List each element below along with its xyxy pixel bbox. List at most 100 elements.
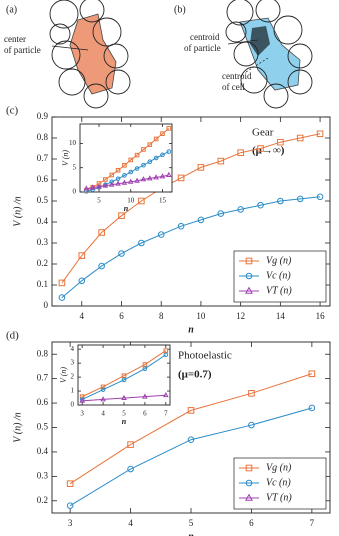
x-axis-label: n (122, 417, 127, 426)
diagram-a: (a) center of particle (4, 0, 131, 109)
marker (245, 493, 253, 501)
marker (166, 149, 172, 154)
marker (237, 206, 244, 213)
plot-frame (79, 123, 173, 193)
marker (316, 193, 324, 201)
panel-label: (b) (174, 4, 186, 15)
marker (308, 404, 316, 412)
annotation: of cell (222, 82, 245, 92)
x-tick-label: 4 (128, 518, 133, 528)
y-tick-label: 0.8 (37, 348, 49, 358)
marker (296, 134, 304, 142)
plot-frame (51, 341, 331, 514)
x-tick-label: 5 (189, 518, 194, 528)
marker (66, 502, 74, 509)
marker (147, 159, 153, 164)
x-tick-label: 4 (80, 311, 85, 321)
annotation: (μ→∞) (252, 145, 285, 157)
y-tick-label: 4 (71, 345, 75, 353)
marker (138, 239, 145, 247)
series-line (69, 407, 313, 507)
marker (142, 362, 148, 367)
marker (58, 294, 66, 301)
marker (159, 173, 166, 179)
legend-label: Vc (n) (266, 477, 291, 488)
x-tick-label: 12 (236, 311, 245, 321)
y-tick-label: 0 (44, 300, 49, 310)
marker (245, 464, 253, 472)
marker (146, 175, 153, 181)
marker (162, 392, 169, 398)
y-tick-label: 5 (73, 163, 77, 171)
marker (134, 177, 140, 183)
plot-frame (51, 116, 331, 307)
annotation: centroid (190, 32, 220, 42)
marker (166, 126, 172, 131)
diagram-b: (b) centroid of particle centroid of cel… (174, 0, 313, 109)
marker (89, 184, 96, 190)
series-line (81, 354, 167, 400)
annotation: Gear (252, 127, 274, 139)
marker (197, 164, 205, 171)
marker (115, 180, 121, 186)
marker (245, 286, 253, 294)
marker (153, 136, 159, 142)
marker (177, 174, 185, 182)
annotation: of particle (4, 45, 41, 55)
y-tick-label: 0.8 (37, 132, 49, 142)
x-tick-label: 5 (122, 410, 126, 418)
marker (217, 157, 225, 165)
annotation: Photoelastic (178, 350, 232, 362)
marker (187, 407, 195, 414)
marker (147, 142, 153, 147)
marker (160, 152, 165, 158)
y-tick-label: 0.5 (37, 422, 49, 432)
plot-frame (77, 344, 171, 406)
series-line (61, 133, 321, 284)
x-tick-label: 4 (101, 410, 105, 418)
marker (121, 394, 127, 400)
marker (153, 174, 159, 180)
legend-label: VT (n) (266, 492, 292, 503)
marker (245, 479, 253, 487)
x-tick-label: 7 (310, 518, 315, 528)
y-tick-label: 0.4 (37, 446, 49, 456)
marker (277, 197, 284, 205)
marker (141, 147, 146, 152)
marker (100, 387, 106, 392)
annotation: of particle (184, 43, 221, 53)
marker (108, 181, 115, 187)
y-tick-label: 0.3 (37, 470, 49, 480)
marker (245, 272, 253, 280)
y-tick-label: 0 (73, 188, 77, 196)
y-tick-label: 10 (69, 139, 77, 147)
y-tick-label: 0 (71, 401, 75, 409)
y-tick-label: 0.7 (37, 153, 49, 163)
marker (163, 348, 169, 353)
marker (138, 197, 145, 205)
marker (163, 352, 169, 358)
marker (118, 250, 125, 257)
marker (78, 277, 86, 285)
marker (127, 178, 134, 184)
x-tick-label: 10 (196, 311, 206, 321)
marker (109, 179, 115, 185)
x-tick-label: 16 (316, 311, 326, 321)
marker (140, 176, 147, 182)
x-tick-label: 3 (68, 518, 73, 528)
x-tick-label: 8 (159, 311, 164, 321)
marker (153, 155, 159, 161)
y-tick-label: 1 (71, 387, 75, 395)
marker (248, 421, 255, 429)
legend-label: Vg (n) (266, 255, 292, 266)
panel-label: (a) (6, 4, 17, 15)
marker (245, 257, 253, 265)
marker (296, 195, 304, 203)
y-axis-label: V (n) (61, 150, 70, 166)
marker (98, 229, 105, 236)
marker (128, 157, 134, 163)
x-tick-label: 6 (249, 518, 254, 528)
panel-label: (d) (6, 330, 19, 342)
annotation: centroid (222, 71, 252, 81)
marker (127, 441, 134, 448)
